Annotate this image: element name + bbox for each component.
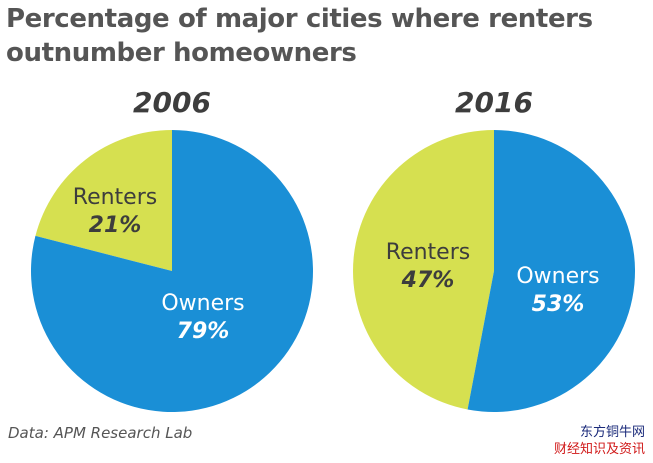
watermark-line-1: 东方铜牛网: [579, 425, 645, 440]
slice-label-owners-2016: Owners: [516, 264, 599, 289]
data-source: Data: APM Research Lab: [8, 424, 193, 442]
slice-value-owners-2006: 79%: [177, 319, 230, 344]
pie-title-2006: 2006: [133, 86, 211, 119]
slice-value-owners-2016: 53%: [532, 292, 585, 317]
slice-label-renters-2006: Renters: [73, 185, 157, 210]
pie-slice-renters-2006: [35, 130, 173, 271]
slice-value-renters-2006: 21%: [89, 213, 142, 238]
slice-label-renters-2016: Renters: [386, 240, 470, 265]
pie-chart-2006: 2006 Renters 21% Owners 79%: [30, 86, 313, 412]
pie-title-2016: 2016: [455, 86, 533, 119]
slice-label-owners-2006: Owners: [161, 291, 244, 316]
pie-chart-2016: 2016 Renters 47% Owners 53%: [353, 86, 636, 413]
pie-slice-owners-2016: [467, 130, 636, 413]
watermark: 东方铜牛网 财经知识及资讯: [554, 424, 645, 458]
slice-value-renters-2016: 47%: [401, 268, 455, 293]
watermark-line-2: 财经知识及资讯: [553, 442, 645, 457]
pie-slice-renters-2016: [353, 130, 494, 410]
chart-title: Percentage of major cities where renters…: [6, 4, 593, 68]
pie-slice-owners-2006: [30, 130, 313, 412]
